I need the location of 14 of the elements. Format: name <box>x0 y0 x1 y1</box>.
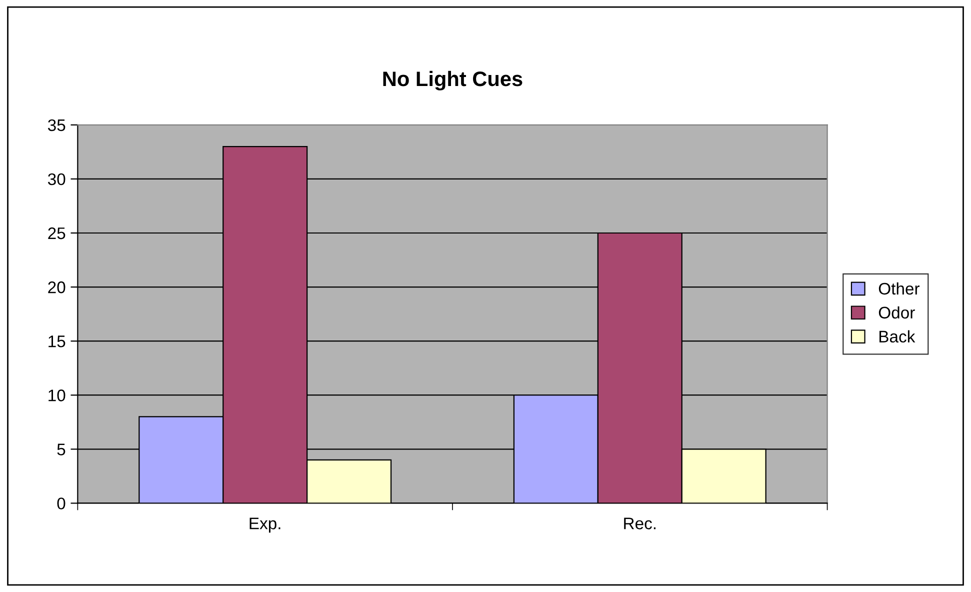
x-tick-label: Exp. <box>250 518 280 533</box>
legend-label: Odor <box>878 306 915 319</box>
legend-label: Back <box>879 330 916 343</box>
legend-label: Other <box>878 282 920 295</box>
y-tick-label: 5 <box>57 444 66 456</box>
y-tick-label: 0 <box>57 498 66 510</box>
y-tick-label: 25 <box>48 227 66 240</box>
y-tick-label: 20 <box>48 281 66 294</box>
y-tick-label: 30 <box>48 173 66 186</box>
y-tick-label: 35 <box>48 119 66 132</box>
chart-title: No Light Cues <box>383 70 522 90</box>
y-tick-label: 10 <box>48 390 66 402</box>
y-tick-label: 15 <box>48 336 66 348</box>
x-tick-label: Rec. <box>624 518 656 530</box>
